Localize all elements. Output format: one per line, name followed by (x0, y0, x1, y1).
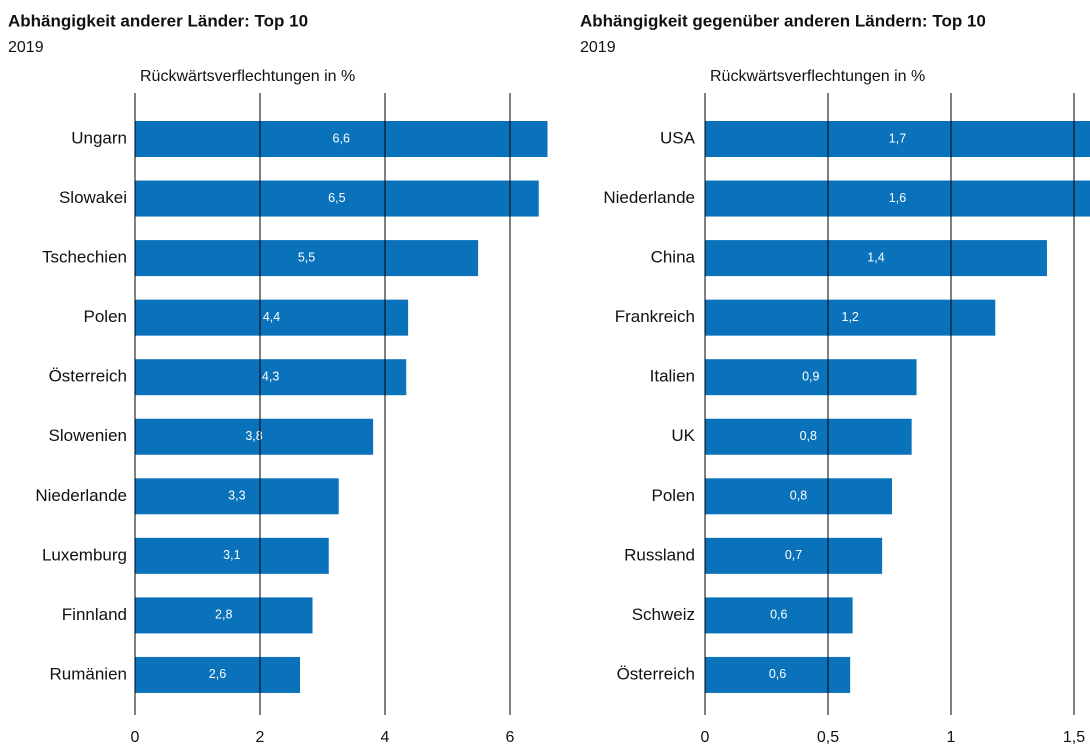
bar (135, 299, 409, 336)
value-label: 4,3 (262, 369, 279, 383)
bar (135, 537, 329, 574)
value-label: 2,8 (215, 608, 232, 622)
bar (705, 656, 851, 693)
bars (705, 121, 1090, 693)
value-label: 1,2 (841, 310, 858, 324)
value-label: 3,3 (228, 489, 245, 503)
value-label: 5,5 (298, 250, 315, 264)
category-label: Russland (624, 545, 695, 564)
value-label: 2,6 (209, 667, 226, 681)
bars (135, 121, 548, 693)
x-tick-label: 0,5 (817, 729, 839, 746)
category-label: UK (671, 426, 695, 445)
value-label: 1,6 (889, 191, 906, 205)
category-label: Ungarn (71, 128, 127, 147)
category-label: Slowenien (49, 426, 127, 445)
category-label: Österreich (617, 664, 695, 683)
value-label: 0,6 (769, 667, 786, 681)
bar (135, 240, 479, 277)
value-label: 0,7 (785, 548, 802, 562)
bar (705, 418, 912, 455)
value-label: 0,9 (802, 369, 819, 383)
bar (705, 478, 892, 515)
bar (135, 359, 407, 396)
value-label: 6,6 (333, 131, 350, 145)
value-label: 3,1 (223, 548, 240, 562)
category-label: Slowakei (59, 188, 127, 207)
chart-subtitle: 2019 (580, 39, 616, 56)
category-label: Rumänien (50, 664, 128, 683)
value-label: 0,8 (800, 429, 817, 443)
category-label: Frankreich (615, 307, 695, 326)
x-tick-label: 6 (506, 729, 515, 746)
value-label: 4,4 (263, 310, 280, 324)
category-label: Österreich (49, 367, 127, 386)
category-label: Tschechien (42, 248, 127, 267)
bar (135, 180, 539, 217)
bar (135, 656, 300, 693)
bar (135, 121, 548, 157)
value-label: 3,8 (245, 429, 262, 443)
category-label: Schweiz (632, 605, 695, 624)
category-label: Polen (84, 307, 127, 326)
bar (135, 418, 374, 455)
x-tick-label: 0 (131, 729, 140, 746)
chart-title: Abhängigkeit anderer Länder: Top 10 (8, 11, 308, 30)
value-label: 6,5 (328, 191, 345, 205)
category-label: Niederlande (603, 188, 695, 207)
bar (705, 121, 1090, 157)
category-label: USA (660, 128, 696, 147)
bar (705, 299, 996, 336)
x-tick-label: 1,5 (1063, 729, 1085, 746)
value-label: 0,8 (790, 489, 807, 503)
axis-label: Rückwärtsverflechtungen in % (140, 68, 355, 85)
bar (135, 597, 313, 634)
category-label: Finnland (62, 605, 127, 624)
chart-title: Abhängigkeit gegenüber anderen Ländern: … (580, 11, 986, 30)
value-label: 0,6 (770, 608, 787, 622)
category-label: Italien (650, 367, 695, 386)
category-label: Niederlande (35, 486, 127, 505)
bar (705, 240, 1047, 277)
category-label: Luxemburg (42, 545, 127, 564)
x-tick-label: 0 (701, 729, 710, 746)
value-label: 1,4 (867, 250, 884, 264)
x-tick-label: 1 (947, 729, 956, 746)
bar (705, 537, 883, 574)
value-label: 1,7 (889, 131, 906, 145)
axis-label: Rückwärtsverflechtungen in % (710, 68, 925, 85)
bar (705, 180, 1090, 217)
chart-subtitle: 2019 (8, 39, 44, 56)
category-label: Polen (652, 486, 695, 505)
bar (135, 478, 339, 515)
x-tick-label: 4 (381, 729, 390, 746)
category-label: China (651, 248, 696, 267)
x-tick-label: 2 (256, 729, 265, 746)
bar (705, 359, 917, 396)
